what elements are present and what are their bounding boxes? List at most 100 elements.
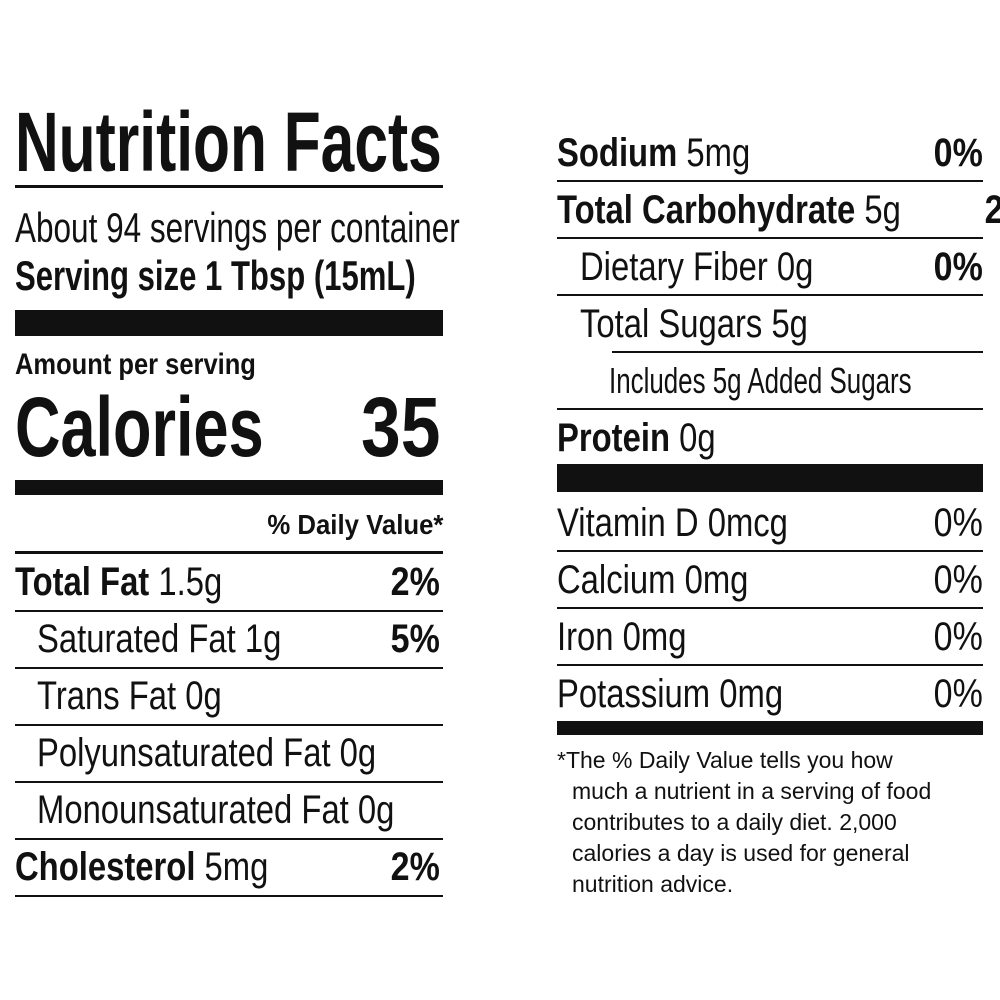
divider [557, 237, 983, 239]
daily-value-percent: 5% [390, 617, 440, 661]
nutrient-name: Calcium [557, 557, 676, 602]
daily-value-percent: 0% [933, 500, 983, 545]
nutrient-amount: 5mg [686, 130, 751, 175]
nutrient-amount: 0mcg [707, 500, 788, 545]
divider [15, 724, 443, 726]
daily-value-percent: 0% [933, 557, 983, 602]
nutrient-label: Includes 5g Added Sugars [609, 360, 912, 402]
nutrient-amount: 5g [771, 301, 808, 346]
nutrient-row: Total Carbohydrate 5g 2% [557, 183, 1000, 237]
nutrient-label: Monounsaturated Fat 0g [37, 788, 394, 833]
nutrient-row: Protein 0g [557, 411, 983, 465]
calories-row: Calories 35 [15, 380, 440, 474]
nutrient-label: Dietary Fiber 0g [580, 245, 813, 290]
divider [15, 667, 443, 669]
nutrient-name: Protein [557, 415, 670, 460]
nutrient-row: Includes 5g Added Sugars 10% [609, 354, 983, 408]
nutrient-amount: 5mg [204, 845, 269, 889]
medium-divider [557, 721, 983, 735]
nutrient-name: Monounsaturated Fat [37, 788, 349, 832]
daily-value-percent: 0% [933, 671, 983, 716]
nutrient-amount: 0mg [684, 557, 749, 602]
nutrient-name: Iron [557, 614, 614, 659]
nutrient-name: Total Carbohydrate [557, 187, 856, 232]
nutrient-name: Polyunsaturated Fat [37, 731, 331, 775]
nutrient-amount: 0g [357, 788, 395, 832]
nutrient-label: Saturated Fat 1g [37, 617, 281, 662]
serving-size-value: 1 Tbsp (15mL) [205, 252, 416, 299]
label-title: Nutrition Facts [15, 95, 442, 189]
nutrient-row: Dietary Fiber 0g 0% [580, 240, 983, 294]
amount-per-serving: Amount per serving [15, 348, 256, 381]
nutrient-name: Potassium [557, 671, 711, 716]
divider [557, 664, 983, 666]
divider [612, 351, 983, 353]
nutrient-amount: 0g [339, 731, 377, 775]
nutrient-name: Includes 5g Added Sugars [609, 360, 912, 401]
calories-value: 35 [360, 379, 440, 474]
nutrient-row: Monounsaturated Fat 0g [37, 783, 440, 838]
nutrient-row: Calcium 0mg 0% [557, 553, 983, 607]
nutrient-name: Total Sugars [580, 301, 763, 346]
nutrient-name: Trans Fat [37, 674, 177, 718]
nutrient-label: Potassium 0mg [557, 672, 783, 717]
daily-value-header: % Daily Value* [266, 509, 443, 540]
nutrient-label: Protein 0g [557, 416, 716, 461]
nutrient-amount: 1.5g [158, 560, 223, 604]
daily-value-percent: 2% [390, 845, 440, 889]
nutrient-row: Trans Fat 0g [37, 669, 440, 724]
nutrient-amount: 0mg [719, 671, 784, 716]
divider [15, 551, 443, 554]
serving-size-label: Serving size [15, 252, 197, 299]
nutrient-label: Iron 0mg [557, 615, 686, 660]
divider [15, 610, 443, 612]
daily-value-percent: 0% [933, 130, 983, 175]
daily-value-percent: 2% [985, 188, 1000, 233]
servings-per-container: About 94 servings per container [15, 204, 460, 251]
divider [557, 550, 983, 552]
nutrient-row: Sodium 5mg 0% [557, 126, 983, 180]
divider [15, 895, 443, 897]
thick-divider [15, 310, 443, 336]
nutrient-row: Iron 0mg 0% [557, 610, 983, 664]
nutrient-amount: 0mg [622, 614, 687, 659]
nutrient-label: Calcium 0mg [557, 558, 748, 603]
nutrient-label: Trans Fat 0g [37, 674, 222, 719]
divider [15, 838, 443, 840]
nutrient-name: Cholesterol [15, 845, 196, 889]
nutrient-row: Vitamin D 0mcg 0% [557, 496, 983, 550]
divider [557, 294, 983, 296]
nutrient-label: Total Fat 1.5g [15, 560, 222, 605]
nutrient-amount: 0g [679, 415, 716, 460]
nutrient-label: Total Sugars 5g [580, 302, 808, 347]
nutrient-name: Sodium [557, 130, 678, 175]
nutrient-name: Saturated Fat [37, 617, 236, 661]
nutrient-amount: 1g [244, 617, 282, 661]
calories-label: Calories [15, 379, 264, 474]
daily-value-percent: 2% [390, 560, 440, 604]
footnote: *The % Daily Value tells you how much a … [557, 747, 932, 897]
medium-divider [15, 480, 443, 495]
daily-value-percent: 0% [933, 614, 983, 659]
nutrient-label: Total Carbohydrate 5g [557, 188, 901, 233]
nutrient-row: Cholesterol 5mg 2% [15, 840, 440, 895]
nutrient-label: Cholesterol 5mg [15, 845, 268, 890]
serving-size: Serving size 1 Tbsp (15mL) [15, 252, 557, 300]
nutrient-row: Saturated Fat 1g 5% [37, 612, 440, 667]
nutrient-name: Dietary Fiber [580, 244, 768, 289]
nutrient-row: Total Sugars 5g [580, 297, 983, 351]
nutrient-name: Vitamin D [557, 500, 699, 545]
divider [15, 185, 443, 188]
nutrient-name: Total Fat [15, 560, 150, 604]
nutrient-label: Vitamin D 0mcg [557, 501, 788, 546]
nutrient-amount: 0g [185, 674, 222, 718]
nutrient-label: Sodium 5mg [557, 131, 750, 176]
divider [15, 781, 443, 783]
divider [557, 607, 983, 609]
nutrient-amount: 0g [776, 244, 814, 289]
divider [557, 180, 983, 182]
nutrient-row: Total Fat 1.5g 2% [15, 555, 440, 610]
nutrient-row: Polyunsaturated Fat 0g [37, 726, 440, 781]
daily-value-percent: 0% [933, 244, 983, 289]
nutrient-row: Potassium 0mg 0% [557, 667, 983, 721]
